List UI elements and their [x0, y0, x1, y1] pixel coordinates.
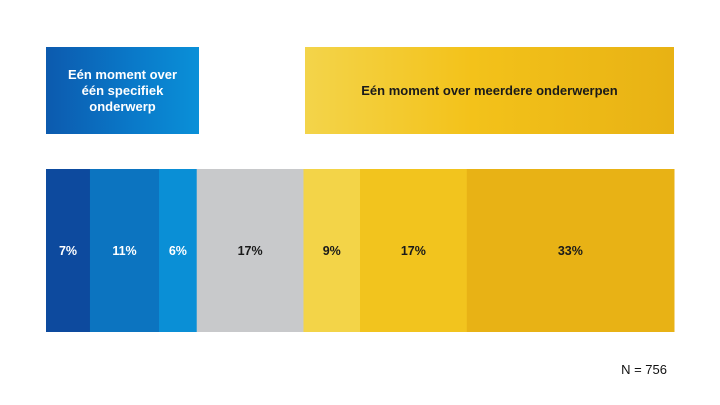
bar-segment-1: [46, 169, 91, 332]
bar-segment-label-3: 6%: [169, 244, 187, 258]
bar-segment-7: [466, 169, 675, 332]
bar-segment-label-5: 9%: [323, 244, 341, 258]
bar-segment-3: [159, 169, 198, 332]
bar-segment-label-1: 7%: [59, 244, 77, 258]
header-one-topic: Eén moment over één specifiek onderwerp: [46, 47, 199, 134]
bar-segment-label-7: 33%: [558, 244, 583, 258]
bar-segment-5: [303, 169, 361, 332]
bar-segment-label-2: 11%: [112, 244, 136, 258]
sample-size-note: N = 756: [621, 362, 667, 377]
bar-segment-label-4: 17%: [238, 244, 263, 258]
bar-segment-4: [196, 169, 304, 332]
bar-segment-label-6: 17%: [401, 244, 426, 258]
header-multiple-topics: Eén moment over meerdere onderwerpen: [305, 47, 674, 134]
bar-segment-6: [360, 169, 468, 332]
bar-segment-2: [89, 169, 160, 332]
